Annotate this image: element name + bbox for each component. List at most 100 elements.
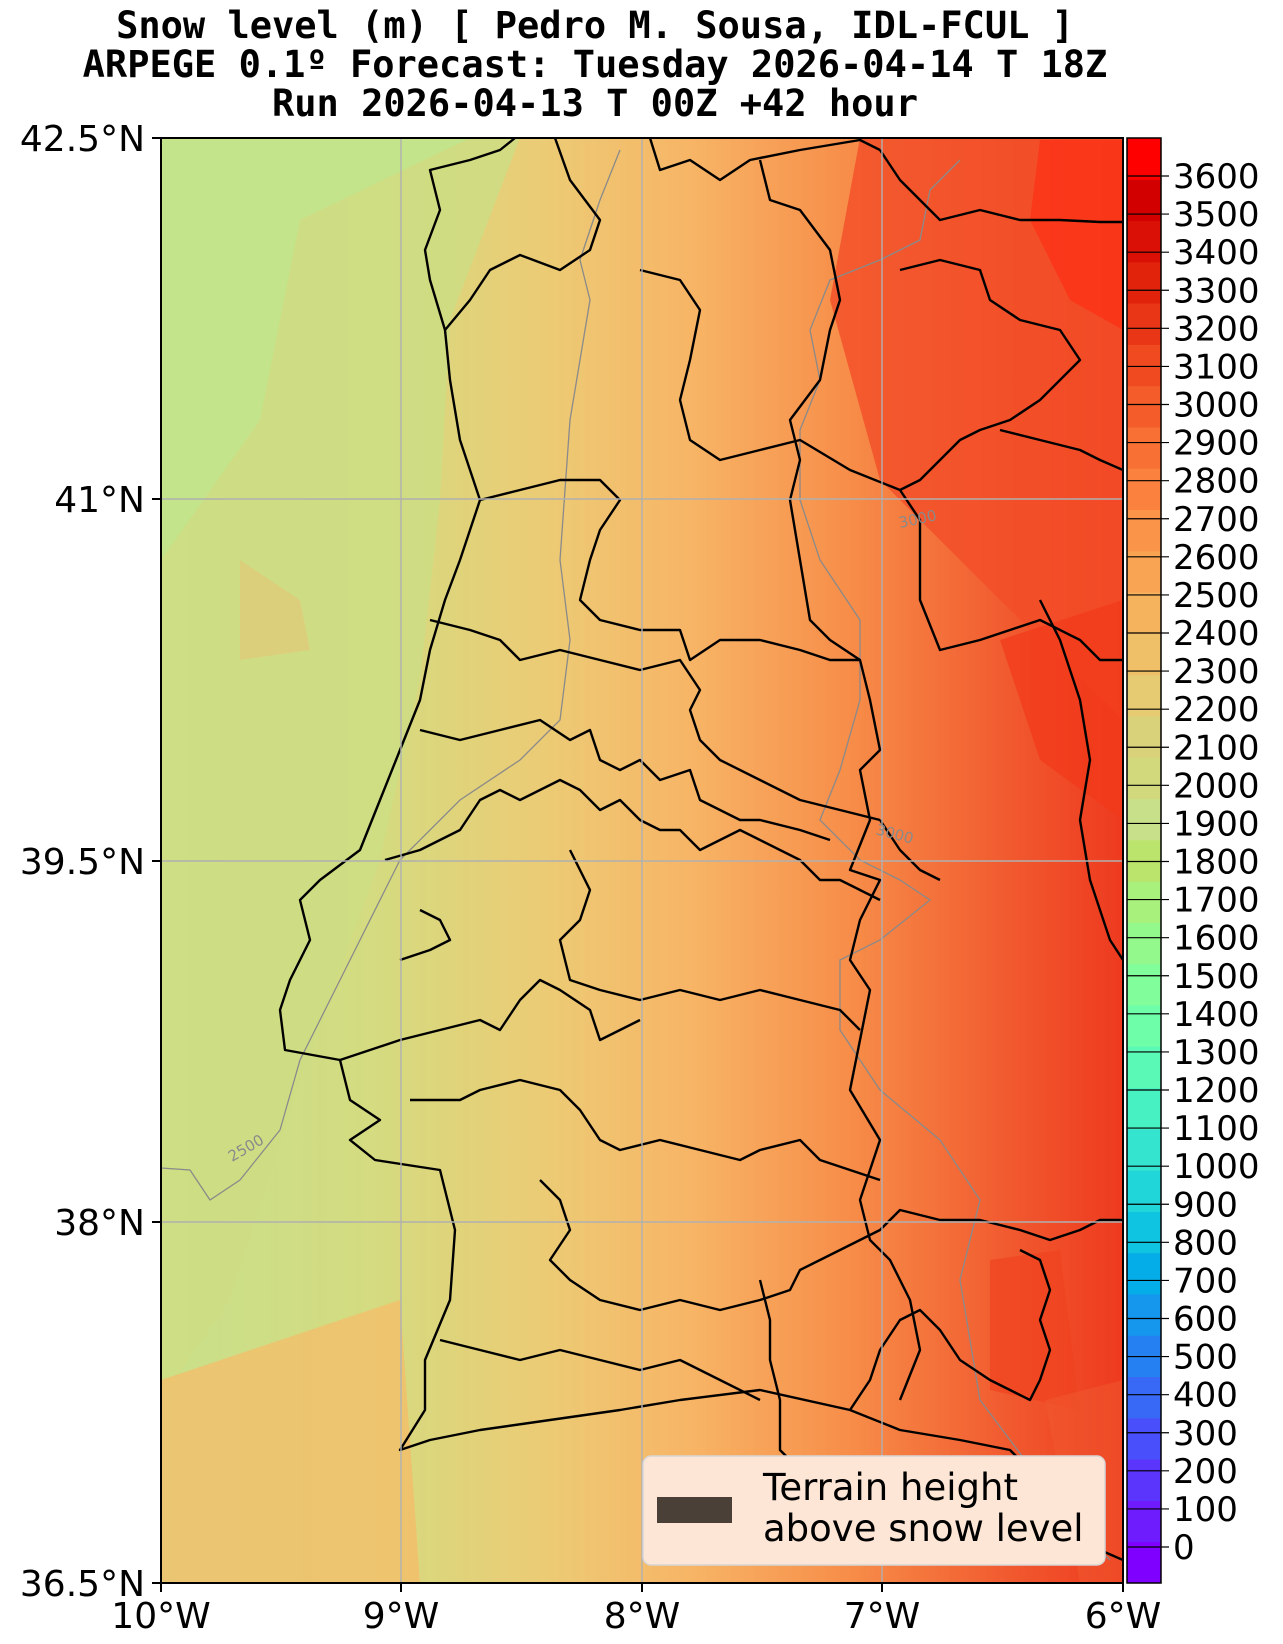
coastline-and-borders: [278, 138, 1123, 1562]
title-line-3: Run 2026-04-13 T 00Z +42 hour: [271, 82, 918, 125]
colorbar-tick-label: 1200: [1173, 1071, 1260, 1111]
colorbar-band: [1127, 1459, 1161, 1501]
colorbar-tick-label: 1900: [1173, 804, 1260, 844]
colorbar-tick-label: 700: [1173, 1261, 1238, 1301]
colorbar-band: [1127, 592, 1161, 634]
colorbar-tick-label: 1500: [1173, 957, 1260, 997]
colorbar-band: [1127, 963, 1161, 1006]
northwest-low-zone: [161, 138, 470, 560]
colorbar-tick-label: 2500: [1173, 576, 1260, 616]
colorbar-tick-label: 3200: [1173, 309, 1260, 349]
colorbar-band: [1127, 1005, 1161, 1047]
colorbar-band: [1127, 220, 1161, 263]
colorbar-band: [1127, 179, 1161, 222]
legend-label-line-1: Terrain height: [762, 1466, 1018, 1509]
colorbar-tick-label: 2600: [1173, 538, 1260, 578]
colorbar-tick-label: 1700: [1173, 881, 1260, 921]
colorbar-band: [1127, 1046, 1161, 1089]
colorbar-band: [1127, 1376, 1161, 1419]
colorbar-band: [1127, 1128, 1161, 1171]
colorbar-band: [1127, 633, 1161, 676]
colorbar-band: [1127, 303, 1161, 345]
colorbar-band: [1127, 1294, 1161, 1336]
graticule: [161, 138, 1123, 1583]
colorbar-tick-label: 0: [1173, 1528, 1195, 1568]
contour-3000: [799, 159, 1111, 1561]
y-tick-label: 39.5°N: [20, 842, 145, 883]
x-tick-label: 8°W: [604, 1596, 681, 1637]
colorbar-tick-label: 200: [1173, 1452, 1238, 1492]
colorbar-tick-label: 2100: [1173, 728, 1260, 768]
colorbar-tick-label: 1600: [1173, 919, 1260, 959]
x-tick-label: 7°W: [844, 1596, 921, 1637]
colorbar-tick-label: 100: [1173, 1490, 1238, 1530]
colorbar-band: [1127, 1087, 1161, 1130]
northeast-peak-zone: [1030, 140, 1123, 330]
colorbar-band: [1127, 1211, 1161, 1254]
colorbar-tick-label: 2200: [1173, 690, 1260, 730]
colorbar-band: [1127, 881, 1161, 923]
legend: Terrain height above snow level: [642, 1455, 1106, 1566]
x-tick-label: 6°W: [1085, 1596, 1162, 1637]
x-tick-marks: [160, 1583, 1124, 1592]
y-tick-label: 42.5°N: [20, 119, 145, 160]
colorbar-tick-label: 3000: [1173, 386, 1260, 426]
ocean-snow-level-zone: [161, 138, 520, 1400]
colorbar-band: [1127, 1417, 1161, 1460]
colorbar-tick-label: 900: [1173, 1185, 1238, 1225]
colorbar-band: [1127, 674, 1161, 717]
title-line-1: Snow level (m) [ Pedro M. Sousa, IDL-FCU…: [116, 4, 1074, 47]
colorbar-band: [1127, 716, 1161, 758]
colorbar-tick-label: 1400: [1173, 995, 1260, 1035]
colorbar-tick-label: 2900: [1173, 424, 1260, 464]
colorbar-tick-label: 800: [1173, 1223, 1238, 1263]
colorbar-tick-label: 1100: [1173, 1109, 1260, 1149]
colorbar-tick-label: 1000: [1173, 1147, 1260, 1187]
colorbar-band: [1127, 798, 1161, 841]
colorbar-tick-label: 3100: [1173, 347, 1260, 387]
colorbar-tick-label: 300: [1173, 1414, 1238, 1454]
colorbar-tick-label: 2800: [1173, 462, 1260, 502]
colorbar-band: [1127, 922, 1161, 965]
colorbar-tick-label: 600: [1173, 1300, 1238, 1340]
map-canvas: 2500 3000 3000: [161, 138, 1123, 1583]
colorbar-tick-label: 2700: [1173, 500, 1260, 540]
colorbar-tick-label: 400: [1173, 1376, 1238, 1416]
colorbar: 0100200300400500600700800900100011001200…: [1126, 137, 1260, 1584]
colorbar-band: [1127, 839, 1161, 882]
colorbar-band: [1127, 550, 1161, 593]
colorbar-tick-label: 3300: [1173, 271, 1260, 311]
southern-ocean-zone: [161, 1300, 420, 1583]
x-tick-label: 10°W: [111, 1596, 210, 1637]
legend-box: [642, 1455, 1106, 1566]
colorbar-band: [1127, 1170, 1161, 1212]
northeast-high-zone: [830, 138, 1123, 720]
title-line-2: ARPEGE 0.1º Forecast: Tuesday 2026-04-14…: [82, 43, 1108, 86]
colorbar-tick-label: 1800: [1173, 843, 1260, 883]
contour-2500: [161, 149, 621, 1201]
offshore-patch: [240, 560, 310, 660]
colorbar-tick-label: 2000: [1173, 766, 1260, 806]
colorbar-tick-label: 2300: [1173, 652, 1260, 692]
colorbar-tick-label: 3500: [1173, 195, 1260, 235]
legend-swatch: [657, 1497, 732, 1523]
y-tick-label: 41°N: [54, 480, 145, 521]
southeast-high-zone: [990, 1250, 1080, 1410]
colorbar-band: [1127, 1500, 1161, 1543]
colorbar-tick-label: 2400: [1173, 614, 1260, 654]
x-tick-label: 9°W: [363, 1596, 440, 1637]
y-tick-marks: [152, 137, 161, 1584]
colorbar-band: [1127, 1541, 1161, 1584]
colorbar-band: [1127, 757, 1161, 800]
colorbar-band: [1127, 1252, 1161, 1295]
y-tick-label: 38°N: [54, 1203, 145, 1244]
colorbar-band: [1127, 138, 1161, 180]
colorbar-tick-label: 3400: [1173, 233, 1260, 273]
y-tick-label: 36.5°N: [20, 1564, 145, 1605]
colorbar-tick-label: 1300: [1173, 1033, 1260, 1073]
colorbar-band: [1127, 427, 1161, 469]
legend-label-line-2: above snow level: [763, 1507, 1084, 1550]
colorbar-band: [1127, 261, 1161, 304]
colorbar-frame: [1126, 137, 1162, 1584]
